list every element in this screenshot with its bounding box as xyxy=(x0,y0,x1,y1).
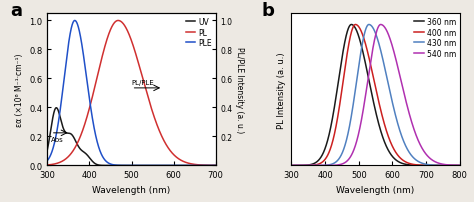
PL xyxy=(64,157,69,160)
430 nm xyxy=(318,164,323,167)
PL xyxy=(45,164,50,166)
430 nm xyxy=(289,164,294,167)
UV xyxy=(210,164,215,167)
Line: PLE: PLE xyxy=(47,21,216,166)
430 nm xyxy=(457,164,463,167)
400 nm xyxy=(318,162,323,165)
PL xyxy=(74,144,80,146)
400 nm xyxy=(457,164,463,167)
PL xyxy=(191,163,197,166)
540 nm xyxy=(360,109,366,111)
360 nm xyxy=(457,164,463,167)
540 nm xyxy=(457,164,463,167)
430 nm xyxy=(308,164,313,167)
PL xyxy=(213,164,219,167)
PL xyxy=(210,164,215,167)
540 nm xyxy=(308,164,313,167)
PLE xyxy=(213,164,219,167)
PL xyxy=(115,20,121,23)
Line: 360 nm: 360 nm xyxy=(292,25,460,166)
400 nm xyxy=(454,164,459,167)
430 nm xyxy=(353,85,359,87)
Line: PL: PL xyxy=(47,21,216,166)
PL xyxy=(109,26,115,29)
360 nm xyxy=(318,157,323,159)
UV xyxy=(109,164,115,167)
Y-axis label: εα (×10⁶ M⁻¹·cm⁻¹): εα (×10⁶ M⁻¹·cm⁻¹) xyxy=(15,53,24,126)
PLE xyxy=(191,164,197,167)
Legend: UV, PL, PLE: UV, PL, PLE xyxy=(186,18,212,48)
400 nm xyxy=(353,24,359,27)
540 nm xyxy=(378,24,383,27)
X-axis label: Wavelength (nm): Wavelength (nm) xyxy=(92,185,171,194)
540 nm xyxy=(353,143,359,145)
Y-axis label: PL/PLE Intensity (a. u.): PL/PLE Intensity (a. u.) xyxy=(235,47,244,133)
Text: b: b xyxy=(261,2,274,20)
360 nm xyxy=(348,24,354,27)
400 nm xyxy=(308,164,313,167)
UV xyxy=(64,132,70,135)
360 nm xyxy=(361,53,366,56)
PL xyxy=(117,20,122,23)
430 nm xyxy=(366,24,372,27)
400 nm xyxy=(361,36,366,39)
430 nm xyxy=(454,164,459,167)
540 nm xyxy=(289,164,294,167)
Line: 540 nm: 540 nm xyxy=(292,25,460,166)
Y-axis label: PL Intensity (a. u.): PL Intensity (a. u.) xyxy=(277,52,286,128)
PLE xyxy=(210,164,215,167)
Legend: 360 nm, 400 nm, 430 nm, 540 nm: 360 nm, 400 nm, 430 nm, 540 nm xyxy=(414,18,456,58)
360 nm xyxy=(436,164,441,167)
Line: 430 nm: 430 nm xyxy=(292,25,460,166)
540 nm xyxy=(436,162,441,164)
540 nm xyxy=(454,164,459,167)
Text: Abs: Abs xyxy=(51,136,64,142)
540 nm xyxy=(318,164,323,167)
Text: a: a xyxy=(10,2,22,20)
PLE xyxy=(45,160,50,162)
UV xyxy=(213,164,219,167)
PLE xyxy=(72,20,78,23)
400 nm xyxy=(353,24,358,27)
UV xyxy=(54,107,59,109)
UV xyxy=(74,142,80,145)
UV xyxy=(117,164,122,167)
UV xyxy=(45,148,50,151)
PLE xyxy=(74,22,80,24)
PLE xyxy=(109,163,115,166)
X-axis label: Wavelength (nm): Wavelength (nm) xyxy=(337,185,415,194)
UV xyxy=(191,164,197,167)
Line: UV: UV xyxy=(47,108,216,166)
PLE xyxy=(117,164,122,167)
360 nm xyxy=(454,164,459,167)
Text: PL/PLE: PL/PLE xyxy=(131,79,154,85)
Line: 400 nm: 400 nm xyxy=(292,25,460,166)
430 nm xyxy=(360,38,366,41)
360 nm xyxy=(289,164,294,167)
360 nm xyxy=(308,164,313,166)
430 nm xyxy=(436,164,441,167)
360 nm xyxy=(353,29,359,32)
400 nm xyxy=(289,164,294,167)
400 nm xyxy=(436,164,441,167)
PLE xyxy=(64,58,69,60)
